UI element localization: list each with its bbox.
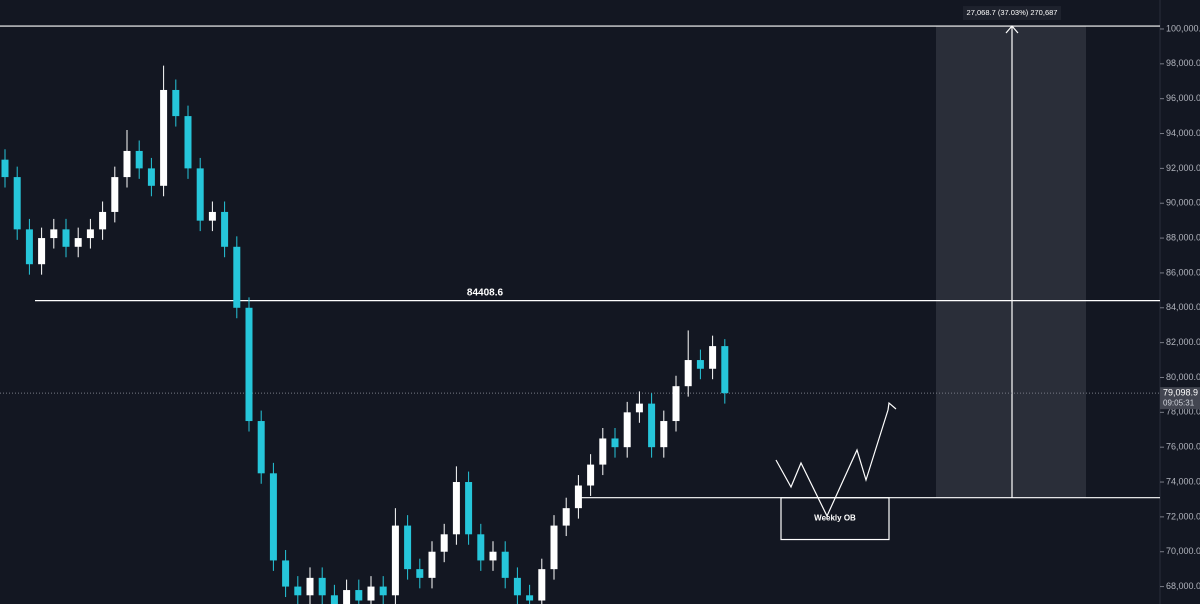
candle-body <box>379 586 387 596</box>
candle-body <box>135 150 143 169</box>
candle-body <box>452 482 460 535</box>
candle-body <box>306 577 314 596</box>
candle-body <box>367 586 375 601</box>
candle-body <box>86 229 94 239</box>
y-tick-label: 90,000.0 <box>1166 198 1200 208</box>
candle-body <box>611 438 619 448</box>
candle-body <box>623 412 631 448</box>
countdown-label: 09:05:31 <box>1163 398 1195 407</box>
measure-box <box>936 26 1086 498</box>
projection-arrowhead <box>887 401 897 411</box>
candle-body <box>99 211 107 230</box>
candle-body <box>404 525 412 570</box>
y-tick-label: 82,000.0 <box>1166 337 1200 347</box>
candle-body <box>172 89 180 117</box>
candle-body <box>587 464 595 486</box>
candle-body <box>660 421 668 448</box>
candle-body <box>440 534 448 552</box>
candle-body <box>318 577 326 596</box>
candle-body <box>74 238 82 247</box>
current-price-label: 79,098.9 <box>1163 388 1198 398</box>
candle-body <box>147 168 155 186</box>
candle-body <box>391 525 399 596</box>
candle-body <box>648 403 656 448</box>
candle-body <box>477 534 485 561</box>
order-block <box>780 497 890 541</box>
candle-body <box>208 211 216 221</box>
y-tick-label: 70,000.0 <box>1166 546 1200 556</box>
y-tick-label: 86,000.0 <box>1166 267 1200 277</box>
y-tick-label: 80,000.0 <box>1166 372 1200 382</box>
y-tick-label: 88,000.0 <box>1166 232 1200 242</box>
y-tick-label: 76,000.0 <box>1166 442 1200 452</box>
y-tick-label: 100,000.0 <box>1166 23 1200 33</box>
candle-body <box>465 482 473 535</box>
y-tick-label: 98,000.0 <box>1166 58 1200 68</box>
candle-body <box>562 508 570 526</box>
candle-body <box>111 177 119 212</box>
candle-body <box>282 560 290 587</box>
candle-body <box>330 595 338 604</box>
candle-body <box>684 360 692 387</box>
y-tick-label: 94,000.0 <box>1166 128 1200 138</box>
projection-path <box>775 409 889 518</box>
candle-body <box>709 346 717 369</box>
candle-body <box>38 238 46 265</box>
measure-arrowhead <box>1005 25 1019 34</box>
measure-label-bg <box>963 6 1061 21</box>
candle-body <box>672 386 680 422</box>
candle-body <box>269 473 277 561</box>
current-price-box <box>1160 387 1200 410</box>
y-tick-label: 72,000.0 <box>1166 511 1200 521</box>
candle-body <box>574 485 582 509</box>
y-tick-label: 74,000.0 <box>1166 476 1200 486</box>
candle-body <box>245 307 253 422</box>
y-tick-label: 92,000.0 <box>1166 163 1200 173</box>
candle-body <box>184 116 192 169</box>
y-tick-label: 78,000.0 <box>1166 407 1200 417</box>
candle-body <box>257 421 265 474</box>
y-tick-label: 84,000.0 <box>1166 302 1200 312</box>
candle-body <box>696 360 704 369</box>
candle-body <box>1 159 9 178</box>
candle-body <box>62 229 70 247</box>
candle-body <box>428 551 436 578</box>
candle-body <box>550 525 558 570</box>
candle-body <box>233 246 241 308</box>
candle-body <box>50 229 58 239</box>
candle-body <box>221 211 229 247</box>
candle-body <box>721 346 729 394</box>
candle-body <box>599 438 607 465</box>
candle-body <box>526 595 534 601</box>
candle-body <box>343 590 351 604</box>
y-tick-label: 96,000.0 <box>1166 93 1200 103</box>
candle-body <box>355 590 363 601</box>
candle-body <box>25 229 33 265</box>
y-tick-label: 68,000.0 <box>1166 581 1200 591</box>
order-block-label: Weekly OB <box>814 514 856 523</box>
candle-body <box>160 89 168 186</box>
candle-body <box>294 586 302 596</box>
candle-body <box>635 403 643 413</box>
candle-body <box>13 177 21 230</box>
measure-label: 27,068.7 (37.03%) 270,687 <box>967 8 1058 17</box>
candle-body <box>196 168 204 221</box>
candle-body <box>123 150 131 178</box>
candle-body <box>416 569 424 578</box>
candle-body <box>489 551 497 561</box>
candle-body <box>501 551 509 578</box>
candle-body <box>538 569 546 601</box>
level-label: 84408.6 <box>467 287 504 298</box>
candle-body <box>513 577 521 596</box>
